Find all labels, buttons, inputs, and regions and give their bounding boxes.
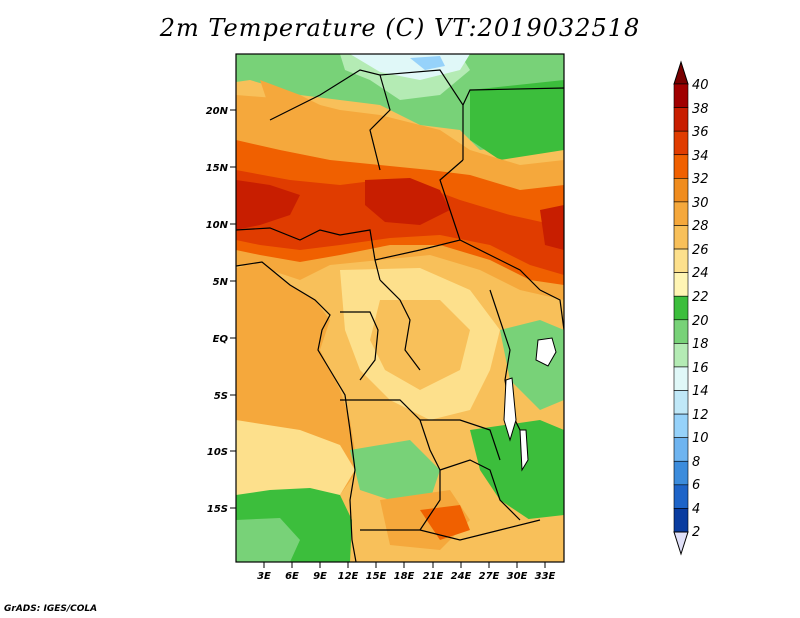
grads-credit: GrADS: IGES/COLA xyxy=(4,604,98,614)
lat-label: 10S xyxy=(207,447,228,458)
colorbar: 40 38 36 34 32 30 28 26 24 22 20 18 16 1… xyxy=(673,60,709,556)
lon-label: 33E xyxy=(535,571,556,582)
colorbar-label: 16 xyxy=(692,361,709,376)
colorbar-segment xyxy=(673,437,689,462)
temperature-field xyxy=(236,54,564,562)
colorbar-segment xyxy=(673,154,689,179)
longitude-ticks: 3E 6E 9E 12E 15E 18E 21E 24E 27E 30E 33E xyxy=(257,562,556,582)
lon-label: 21E xyxy=(423,571,444,582)
map-title: 2m Temperature (C) VT:2019032518 xyxy=(159,14,641,42)
colorbar-label: 6 xyxy=(692,478,700,493)
lat-label: 5S xyxy=(214,391,228,402)
colorbar-label: 24 xyxy=(692,266,709,281)
colorbar-segment xyxy=(673,178,689,203)
colorbar-label: 20 xyxy=(692,314,709,329)
lat-label: 15S xyxy=(207,504,228,515)
country-borders xyxy=(236,69,564,562)
colorbar-label: 32 xyxy=(692,172,709,187)
colorbar-label: 36 xyxy=(692,125,709,140)
lon-label: 27E xyxy=(479,571,500,582)
colorbar-segment xyxy=(673,83,689,108)
colorbar-label: 34 xyxy=(692,149,709,164)
lat-label: EQ xyxy=(213,334,229,345)
colorbar-label: 38 xyxy=(692,102,709,117)
colorbar-segment xyxy=(673,484,689,509)
lat-label: 10N xyxy=(206,220,229,231)
lon-label: 6E xyxy=(285,571,299,582)
colorbar-label: 40 xyxy=(692,78,709,93)
latitude-ticks: 20N 15N 10N 5N EQ 5S 10S 15S xyxy=(206,106,236,515)
colorbar-segment xyxy=(673,366,689,391)
lat-label: 5N xyxy=(213,277,229,288)
colorbar-label: 8 xyxy=(692,455,700,470)
colorbar-label: 28 xyxy=(692,219,709,234)
colorbar-segment xyxy=(673,272,689,297)
colorbar-label: 12 xyxy=(692,408,709,423)
lon-label: 9E xyxy=(313,571,327,582)
colorbar-segment xyxy=(673,508,689,533)
lon-label: 12E xyxy=(338,571,359,582)
colorbar-segment xyxy=(673,390,689,415)
colorbar-segment xyxy=(673,107,689,132)
colorbar-label: 10 xyxy=(692,431,709,446)
lat-label: 15N xyxy=(206,163,229,174)
colorbar-lower-arrow xyxy=(673,531,689,556)
colorbar-segment xyxy=(673,225,689,250)
colorbar-label: 4 xyxy=(692,502,700,517)
lon-label: 30E xyxy=(507,571,528,582)
colorbar-upper-arrow xyxy=(673,60,689,85)
colorbar-segment xyxy=(673,319,689,344)
colorbar-segment xyxy=(673,295,689,321)
colorbar-segment xyxy=(673,248,689,273)
colorbar-label: 2 xyxy=(692,525,700,540)
lon-label: 15E xyxy=(366,571,387,582)
colorbar-label: 22 xyxy=(692,290,709,305)
colorbar-segment xyxy=(673,130,689,156)
lon-label: 24E xyxy=(451,571,472,582)
colorbar-segment xyxy=(673,413,689,438)
colorbar-label: 26 xyxy=(692,243,709,258)
lakes xyxy=(503,337,557,472)
colorbar-label: 14 xyxy=(692,384,709,399)
colorbar-label: 18 xyxy=(692,337,709,352)
colorbar-segment xyxy=(673,201,689,226)
lon-label: 18E xyxy=(394,571,415,582)
map-frame xyxy=(235,53,565,563)
colorbar-label: 30 xyxy=(692,196,709,211)
colorbar-segment xyxy=(673,460,689,486)
lon-label: 3E xyxy=(257,571,271,582)
lat-label: 20N xyxy=(206,106,229,117)
colorbar-segment xyxy=(673,343,689,368)
